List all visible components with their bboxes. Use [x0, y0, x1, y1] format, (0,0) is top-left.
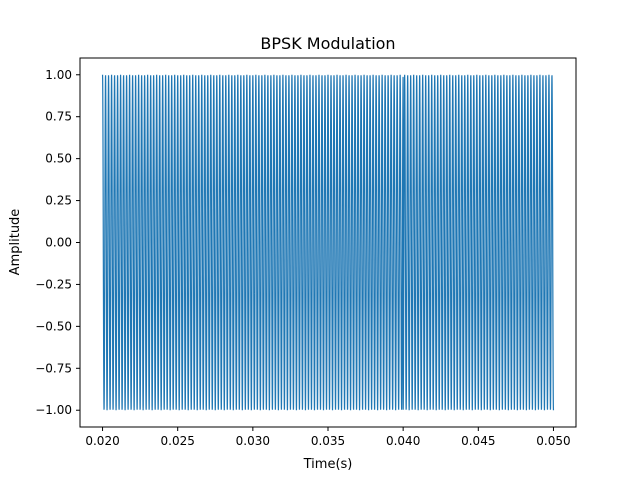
y-tick-label: −1.00	[35, 403, 72, 417]
y-tick-label: 0.50	[45, 152, 72, 166]
y-tick-label: 1.00	[45, 68, 72, 82]
series-line-0	[101, 74, 555, 411]
chart-title: BPSK Modulation	[260, 34, 395, 53]
x-tick-label: 0.035	[311, 434, 345, 448]
x-tick-label: 0.040	[386, 434, 420, 448]
y-tick-label: −0.50	[35, 319, 72, 333]
y-tick-label: 0.75	[45, 110, 72, 124]
y-tick-label: −0.25	[35, 277, 72, 291]
x-tick-label: 0.050	[536, 434, 570, 448]
x-axis-label: Time(s)	[303, 457, 353, 472]
x-tick-label: 0.025	[161, 434, 195, 448]
y-tick-label: 0.00	[45, 236, 72, 250]
y-axis-label: Amplitude	[8, 209, 23, 276]
x-axis-ticks: 0.020 0.025 0.030 0.035 0.040 0.045 0.050	[85, 427, 571, 448]
y-tick-label: −0.75	[35, 361, 72, 375]
y-tick-label: 0.25	[45, 194, 72, 208]
y-axis-ticks: −1.00 −0.75 −0.50 −0.25 0.00 0.25 0.50 0.75 1.00	[35, 68, 80, 417]
x-tick-label: 0.020	[85, 434, 119, 448]
x-tick-label: 0.045	[461, 434, 495, 448]
series-layer	[101, 74, 555, 411]
x-tick-label: 0.030	[236, 434, 270, 448]
